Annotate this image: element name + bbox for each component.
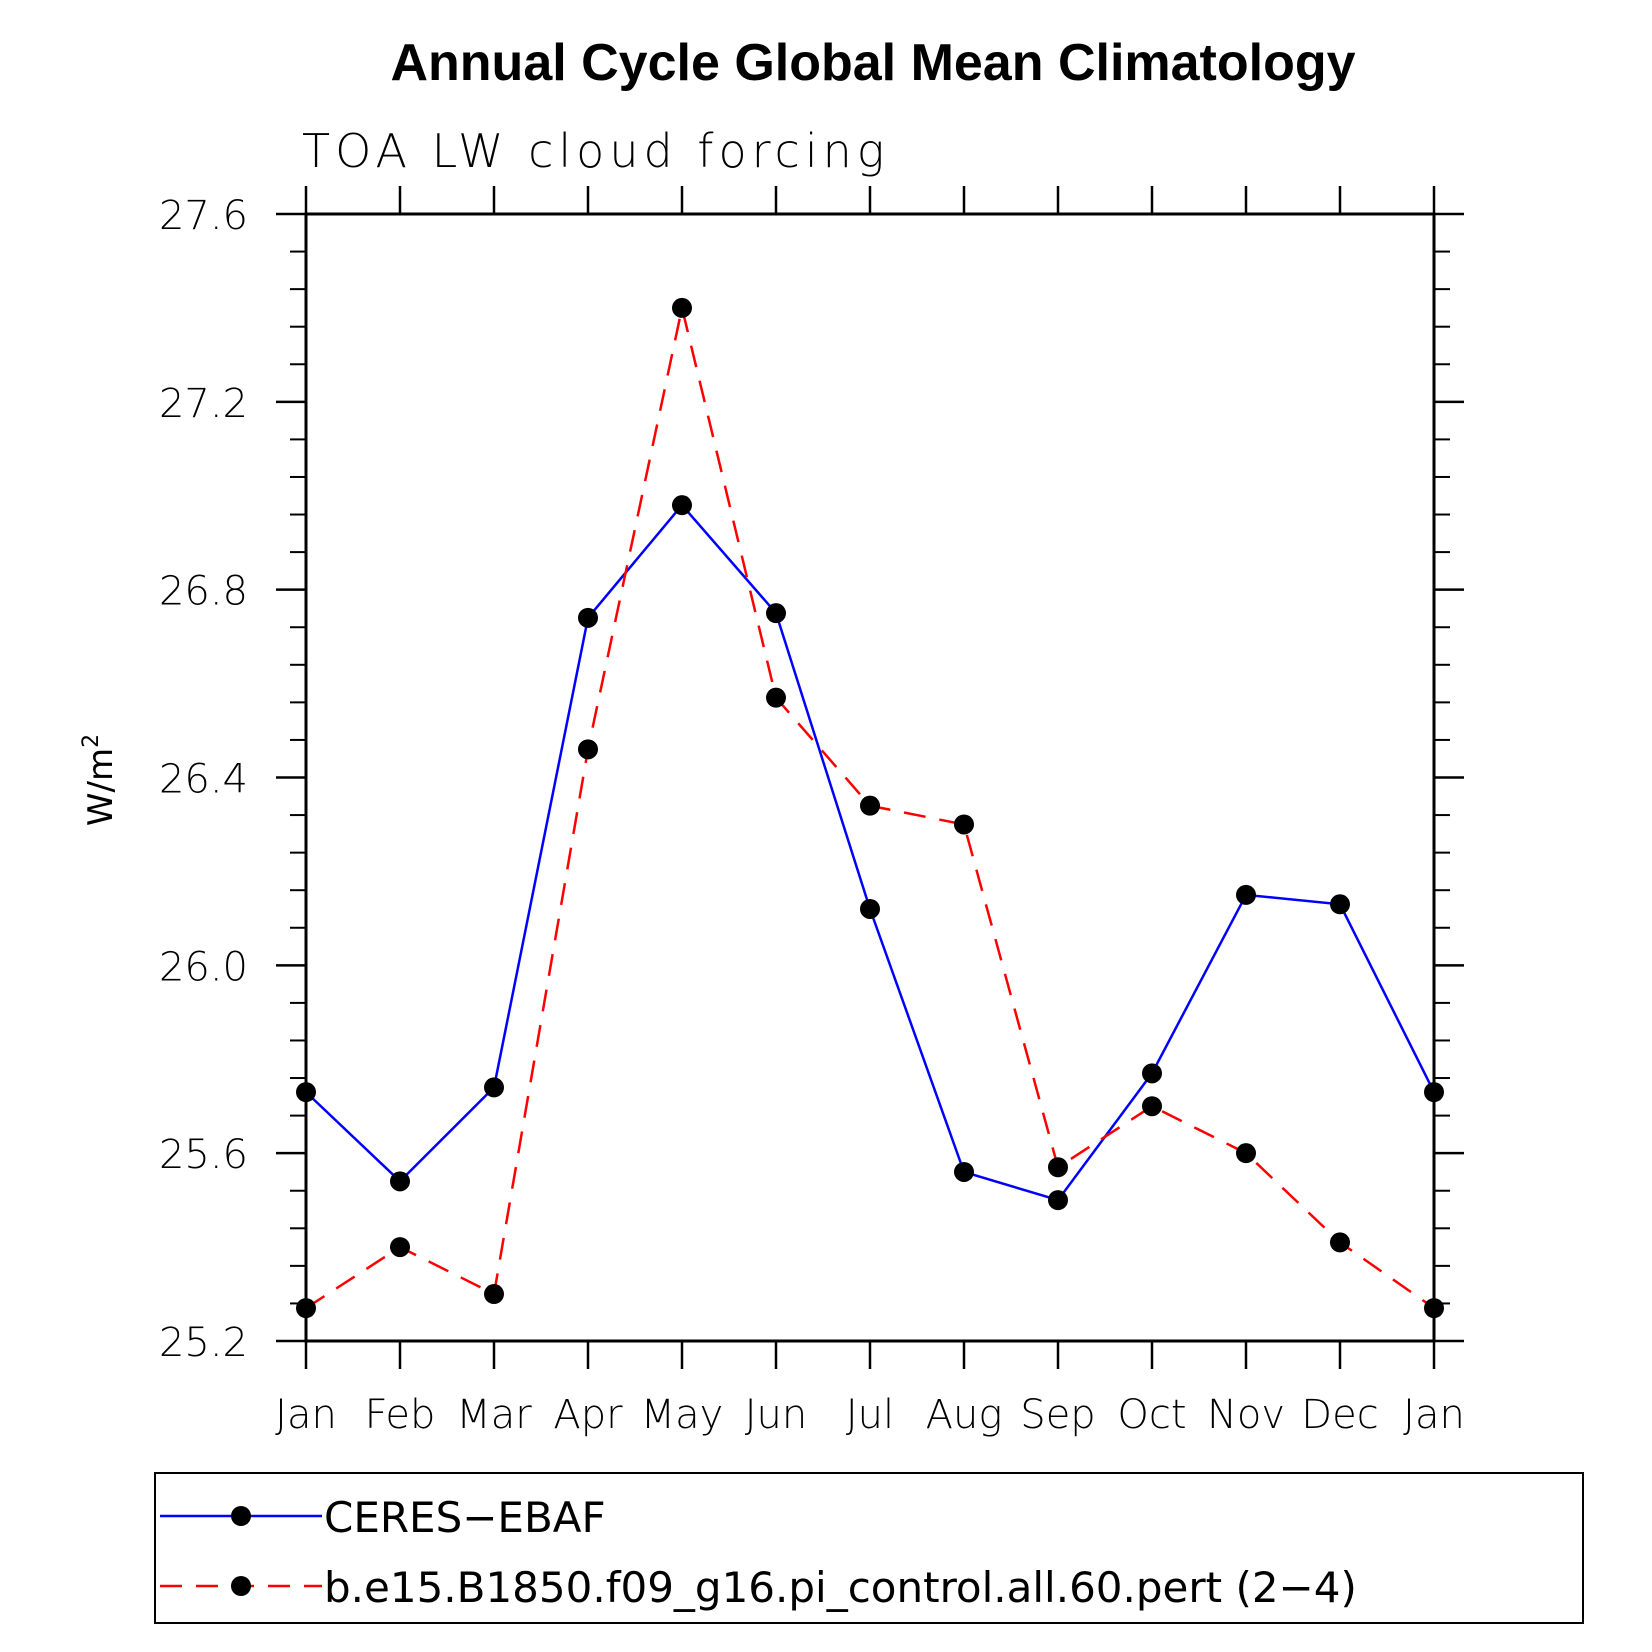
y-tick-label: 25.2 (159, 1320, 248, 1366)
x-tick-label: Mar (456, 1392, 532, 1438)
plot-frame (304, 212, 1436, 1343)
legend-box (154, 1472, 1584, 1624)
legend-marker-ceres (231, 1506, 251, 1526)
y-axis-label: W/m2 (79, 734, 121, 826)
x-tick-label: Jun (745, 1392, 808, 1438)
series-1-point (1048, 1157, 1068, 1178)
legend: CERES−EBAF b.e15.B1850.f09_g16.pi_contro… (154, 1472, 1584, 1624)
y-tick-label: 26.0 (159, 944, 248, 990)
series-1-point (766, 687, 786, 708)
y-tick-labels: 25.2 25.6 26.0 26.4 26.8 27.2 27.6 (159, 193, 248, 1366)
y-axis-label-superscript: 2 (79, 734, 104, 748)
series-0-point (860, 898, 880, 919)
chart-title: Annual Cycle Global Mean Climatology (390, 34, 1355, 92)
series-0-point (578, 607, 598, 628)
series-1-point (1236, 1143, 1256, 1164)
legend-label-model: b.e15.B1850.f09_g16.pi_control.all.60.pe… (324, 1563, 1357, 1612)
series-0-point (1330, 894, 1350, 915)
svg-text:W/m2: W/m2 (79, 734, 121, 826)
x-tick-label: Feb (365, 1392, 436, 1438)
x-tick-label: Oct (1117, 1392, 1186, 1438)
series-points (296, 297, 1444, 1319)
series-1-point (1330, 1232, 1350, 1253)
x-tick-labels: Jan Feb Mar Apr May Jun Jul Aug Sep Oct Nov Dec Jan (275, 1392, 1465, 1438)
series-0-point (1236, 884, 1256, 905)
legend-marker-model (231, 1576, 251, 1596)
series-0-point (1142, 1063, 1162, 1084)
x-tick-label: Apr (553, 1392, 623, 1438)
x-tick-label: Jul (846, 1392, 894, 1438)
series-0-point (672, 495, 692, 516)
series-line-0 (305, 503, 1436, 1202)
series-1-point (860, 795, 880, 816)
series-1-point (1142, 1096, 1162, 1117)
series-0-point (954, 1161, 974, 1182)
chart-subtitle: TOA LW cloud forcing (302, 124, 889, 178)
x-tick-label: Sep (1020, 1392, 1095, 1438)
series-0-point (1048, 1190, 1068, 1211)
series-1-point (578, 739, 598, 760)
x-tick-label: May (641, 1392, 724, 1438)
x-tick-label: Jan (275, 1392, 337, 1438)
y-axis-label-text: W/m (81, 748, 121, 826)
series-0-point (484, 1077, 504, 1098)
x-tick-label: Aug (926, 1392, 1003, 1438)
legend-label-ceres: CERES−EBAF (324, 1493, 606, 1542)
series-1-point (954, 814, 974, 835)
series-1-point (484, 1284, 504, 1305)
axis-ticks (276, 186, 1464, 1369)
y-tick-label: 27.2 (159, 381, 248, 427)
y-tick-label: 26.4 (159, 757, 248, 803)
series-1-point (390, 1237, 410, 1258)
series-0-point (766, 603, 786, 624)
y-tick-label: 25.6 (159, 1132, 248, 1178)
x-tick-label: Nov (1207, 1392, 1285, 1438)
series-1-point (672, 297, 692, 318)
y-tick-label: 27.6 (159, 193, 248, 239)
y-tick-label: 26.8 (159, 569, 248, 615)
x-tick-label: Dec (1301, 1392, 1378, 1438)
series-0-point (390, 1171, 410, 1192)
x-tick-label: Jan (1403, 1392, 1465, 1438)
